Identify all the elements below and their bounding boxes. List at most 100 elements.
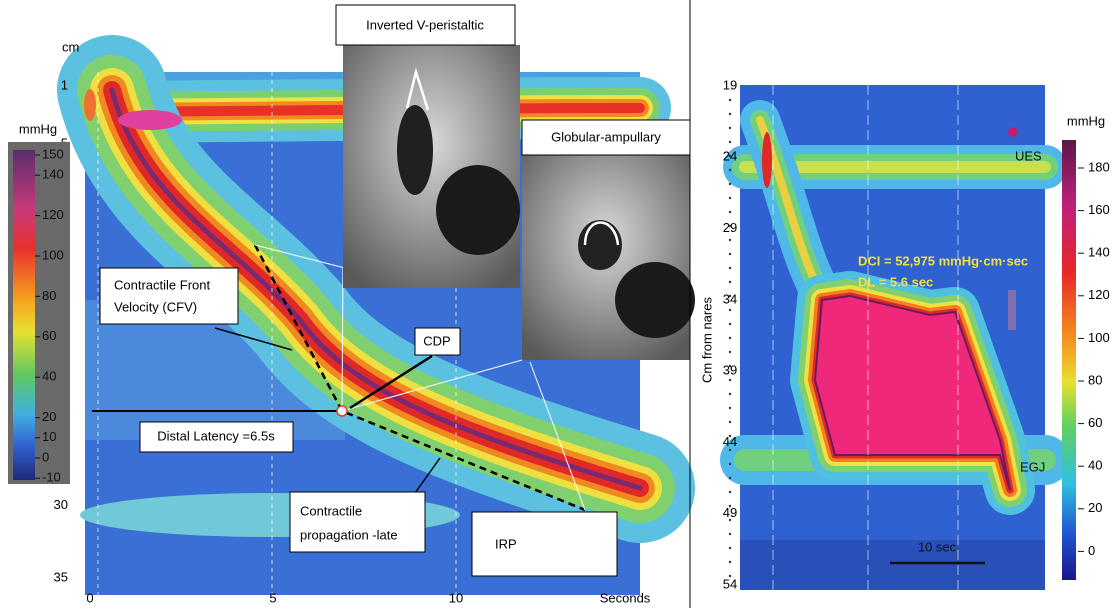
tick-dot [729, 533, 731, 535]
pressure-peak [762, 132, 772, 188]
colorbar-tick-label: 180 [1088, 159, 1110, 174]
colorbar-tick-label: 100 [42, 247, 64, 262]
colorbar-tick-label: 100 [1088, 330, 1110, 345]
tick-dot [729, 155, 731, 157]
x-tick-label: 10 [449, 590, 463, 605]
tick-dot [729, 225, 731, 227]
colorbar-tick-label: 60 [42, 328, 56, 343]
colorbar-tick-label: 20 [42, 409, 56, 424]
colorbar-tick-label: 140 [1088, 245, 1110, 260]
tick-dot [729, 435, 731, 437]
annotation: Velocity (CFV) [114, 299, 197, 314]
colorbar-tick-label: -10 [42, 470, 61, 485]
colorbar-tick-label: 60 [1088, 415, 1102, 430]
pressure-peak [84, 89, 96, 121]
cdp-point [337, 406, 347, 416]
tick-dot [729, 239, 731, 241]
figure: cm151015202530350510SecondsmmHg150140120… [0, 0, 1117, 608]
annotation: IRP [495, 536, 517, 551]
colorbar [1062, 140, 1076, 580]
colorbar-tick-label: 140 [42, 167, 64, 182]
colorbar-tick-label: 0 [1088, 543, 1095, 558]
colorbar-tick-label: 150 [42, 146, 64, 161]
tick-dot [729, 323, 731, 325]
tick-dot [729, 491, 731, 493]
y-tick-label: 19 [723, 77, 737, 92]
y-tick-label: 29 [723, 220, 737, 235]
annotation: 10 sec [918, 539, 957, 554]
colorbar-tick-label: 40 [42, 369, 56, 384]
tick-dot [729, 183, 731, 185]
xray-shadow [615, 262, 695, 338]
colorbar-tick-label: 40 [1088, 458, 1102, 473]
colorbar-tick-label: 80 [1088, 372, 1102, 387]
tick-dot [729, 211, 731, 213]
tick-dot [729, 141, 731, 143]
annotation: DCI = 52,975 mmHg·cm·sec [858, 253, 1028, 268]
tick-dot [729, 169, 731, 171]
annotation: Contractile [300, 503, 362, 518]
tick-dot [729, 477, 731, 479]
tick-dot [729, 379, 731, 381]
colorbar-tick-label: 120 [1088, 287, 1110, 302]
colorbar-tick-label: 80 [42, 288, 56, 303]
y-tick-label: 34 [723, 291, 737, 306]
tick-dot [729, 253, 731, 255]
annotation-box [290, 492, 425, 552]
colorbar-tick-label: 0 [42, 449, 49, 464]
annotation: Contractile Front [114, 277, 210, 292]
y-tick-label: 49 [723, 505, 737, 520]
annotation: DL = 5.6 sec [858, 274, 933, 289]
x-tick-label: 5 [269, 590, 276, 605]
y-tick-label: 30 [54, 497, 68, 512]
pressure-low [1008, 290, 1016, 330]
tick-dot [729, 295, 731, 297]
tick-dot [729, 309, 731, 311]
y-tick-label: 35 [54, 569, 68, 584]
annotation: Distal Latency =6.5s [157, 428, 275, 443]
colorbar-tick-label: 10 [42, 429, 56, 444]
tick-dot [729, 463, 731, 465]
colorbar-tick-label: 120 [42, 207, 64, 222]
tick-dot [729, 421, 731, 423]
heatmap-band [740, 540, 1045, 590]
pressure-peak [118, 110, 182, 130]
tick-dot [729, 351, 731, 353]
annotation: propagation -late [300, 527, 398, 542]
annotation: CDP [423, 333, 450, 348]
annotation-box [100, 268, 238, 324]
xray-shadow [436, 165, 520, 255]
tick-dot [729, 113, 731, 115]
tick-dot [729, 197, 731, 199]
tick-dot [729, 449, 731, 451]
y-unit: cm [62, 39, 79, 54]
annotation-box [472, 512, 617, 576]
colorbar-unit: mmHg [1067, 113, 1105, 128]
colorbar-unit: mmHg [19, 121, 57, 136]
tick-dot [729, 505, 731, 507]
tick-dot [729, 281, 731, 283]
y-axis-label: Cm from nares [699, 297, 714, 383]
tick-dot [729, 127, 731, 129]
tick-dot [729, 561, 731, 563]
tick-dot [729, 365, 731, 367]
tick-dot [729, 393, 731, 395]
pressure-peak [1008, 127, 1018, 137]
x-tick-label: 0 [86, 590, 93, 605]
y-tick-label: 54 [723, 577, 737, 592]
xray-shadow [397, 105, 433, 195]
x-unit: Seconds [600, 590, 651, 605]
tick-dot [729, 575, 731, 577]
annotation: EGJ [1020, 459, 1045, 474]
tick-dot [729, 519, 731, 521]
annotation: UES [1015, 148, 1042, 163]
tick-dot [729, 337, 731, 339]
tick-dot [729, 99, 731, 101]
colorbar-tick-label: 160 [1088, 202, 1110, 217]
inset-label: Globular-ampullary [551, 129, 661, 144]
y-tick-label: 1 [61, 77, 68, 92]
tick-dot [729, 407, 731, 409]
tick-dot [729, 547, 731, 549]
colorbar [13, 150, 35, 480]
inset-label: Inverted V-peristaltic [366, 17, 484, 32]
